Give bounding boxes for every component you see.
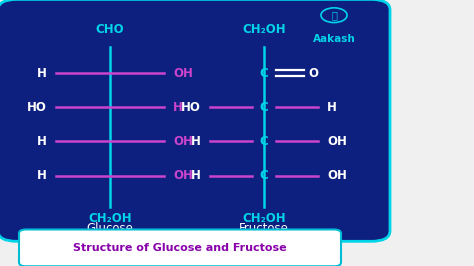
Text: HO: HO — [27, 101, 47, 114]
Text: Glucose: Glucose — [87, 222, 134, 235]
Text: H: H — [37, 169, 47, 182]
Text: OH: OH — [173, 66, 193, 80]
Text: H: H — [191, 169, 201, 182]
Text: HO: HO — [181, 101, 201, 114]
Text: OH: OH — [173, 135, 193, 148]
Text: OH: OH — [173, 169, 193, 182]
Text: Aakash: Aakash — [313, 34, 356, 44]
Text: O: O — [309, 66, 319, 80]
Text: Ⓐ: Ⓐ — [331, 10, 337, 20]
Text: C: C — [260, 66, 268, 80]
Text: C: C — [260, 135, 268, 148]
Text: H: H — [327, 101, 337, 114]
Text: OH: OH — [327, 135, 347, 148]
Text: C: C — [260, 169, 268, 182]
Text: CH₂OH: CH₂OH — [88, 212, 132, 225]
Text: H: H — [37, 66, 47, 80]
Text: Fructose: Fructose — [239, 222, 289, 235]
Text: C: C — [260, 101, 268, 114]
FancyBboxPatch shape — [0, 0, 390, 241]
Text: CH₂OH: CH₂OH — [242, 23, 286, 36]
Text: OH: OH — [327, 169, 347, 182]
Text: Structure of Glucose and Fructose: Structure of Glucose and Fructose — [73, 243, 287, 253]
Text: CHO: CHO — [96, 23, 124, 36]
Text: H: H — [173, 101, 183, 114]
Text: H: H — [37, 135, 47, 148]
Text: CH₂OH: CH₂OH — [242, 212, 286, 225]
FancyBboxPatch shape — [19, 230, 341, 266]
Text: H: H — [191, 135, 201, 148]
